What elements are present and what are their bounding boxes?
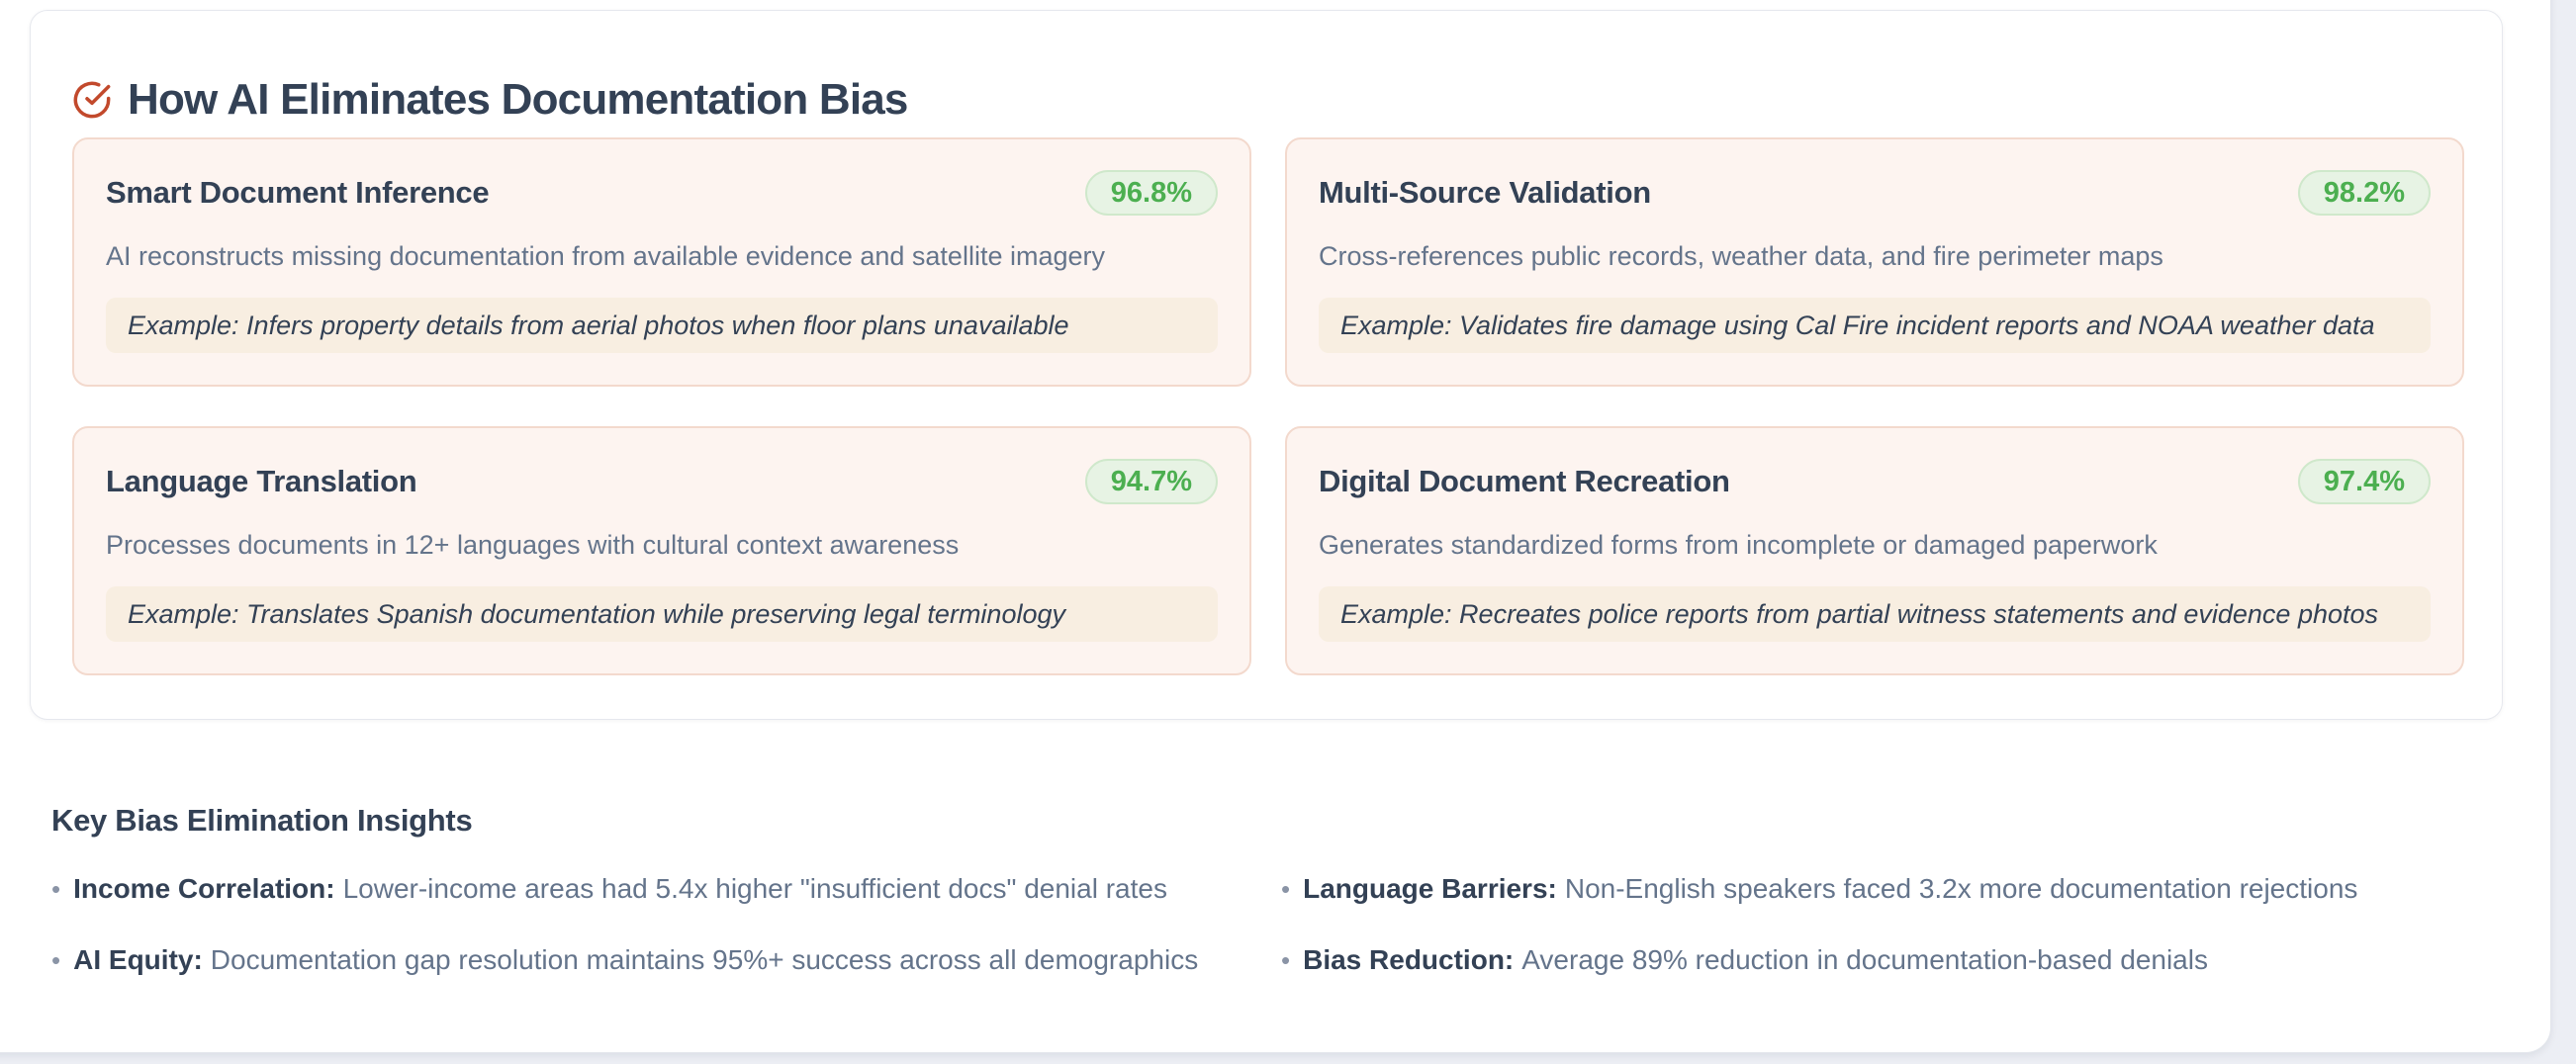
insight-label: AI Equity: xyxy=(73,944,203,975)
example-text: Example: Recreates police reports from p… xyxy=(1340,598,2379,629)
insight-bias-reduction: • Bias Reduction: Average 89% reduction … xyxy=(1281,943,2475,977)
insight-ai-equity: • AI Equity: Documentation gap resolutio… xyxy=(51,943,1281,977)
insight-text: Documentation gap resolution maintains 9… xyxy=(210,944,1199,975)
accuracy-badge: 94.7% xyxy=(1084,459,1218,504)
capability-card-digital-document-recreation: Digital Document Recreation 97.4% Genera… xyxy=(1285,426,2464,675)
example-box: Example: Recreates police reports from p… xyxy=(1319,586,2431,642)
check-circle-icon xyxy=(72,80,112,120)
example-text: Example: Validates fire damage using Cal… xyxy=(1340,310,2375,340)
card-header-row: Digital Document Recreation 97.4% xyxy=(1319,458,2431,505)
capability-card-multi-source-validation: Multi-Source Validation 98.2% Cross-refe… xyxy=(1285,137,2464,387)
panel-title: How AI Eliminates Documentation Bias xyxy=(128,74,908,124)
card-header-row: Smart Document Inference 96.8% xyxy=(106,169,1218,217)
insight-label: Bias Reduction: xyxy=(1303,944,1515,975)
card-description: Cross-references public records, weather… xyxy=(1319,241,2163,271)
insight-label: Language Barriers: xyxy=(1303,873,1557,904)
accuracy-badge: 96.8% xyxy=(1084,170,1218,216)
example-box: Example: Validates fire damage using Cal… xyxy=(1319,298,2431,353)
card-header-row: Multi-Source Validation 98.2% xyxy=(1319,169,2431,217)
insight-label: Income Correlation: xyxy=(73,873,335,904)
capability-card-language-translation: Language Translation 94.7% Processes doc… xyxy=(72,426,1251,675)
bullet-icon: • xyxy=(51,945,61,975)
card-description: Generates standardized forms from incomp… xyxy=(1319,530,2158,560)
example-text: Example: Translates Spanish documentatio… xyxy=(128,598,1065,629)
accuracy-badge: 98.2% xyxy=(2297,170,2431,216)
panel-header: How AI Eliminates Documentation Bias xyxy=(72,39,908,160)
insight-income-correlation: • Income Correlation: Lower-income areas… xyxy=(51,872,1281,906)
card-description: Processes documents in 12+ languages wit… xyxy=(106,530,960,560)
insight-text: Lower-income areas had 5.4x higher "insu… xyxy=(342,873,1167,904)
bias-elimination-panel: How AI Eliminates Documentation Bias Sma… xyxy=(30,10,2503,720)
insights-grid: • Income Correlation: Lower-income areas… xyxy=(51,872,2475,977)
insights-section: Key Bias Elimination Insights • Income C… xyxy=(51,803,2475,977)
capability-cards-grid: Smart Document Inference 96.8% AI recons… xyxy=(72,137,2464,675)
bullet-icon: • xyxy=(51,874,61,904)
insights-title: Key Bias Elimination Insights xyxy=(51,803,473,838)
bullet-icon: • xyxy=(1281,945,1291,975)
bullet-icon: • xyxy=(1281,874,1291,904)
card-title: Multi-Source Validation xyxy=(1319,175,1651,210)
example-box: Example: Translates Spanish documentatio… xyxy=(106,586,1218,642)
insight-text: Average 89% reduction in documentation-b… xyxy=(1521,944,2208,975)
example-box: Example: Infers property details from ae… xyxy=(106,298,1218,353)
example-text: Example: Infers property details from ae… xyxy=(128,310,1069,340)
card-header-row: Language Translation 94.7% xyxy=(106,458,1218,505)
card-title: Digital Document Recreation xyxy=(1319,464,1730,498)
accuracy-badge: 97.4% xyxy=(2297,459,2431,504)
capability-card-smart-document-inference: Smart Document Inference 96.8% AI recons… xyxy=(72,137,1251,387)
card-title: Smart Document Inference xyxy=(106,175,490,210)
card-title: Language Translation xyxy=(106,464,417,498)
insight-language-barriers: • Language Barriers: Non-English speaker… xyxy=(1281,872,2475,906)
insight-text: Non-English speakers faced 3.2x more doc… xyxy=(1564,873,2358,904)
card-description: AI reconstructs missing documentation fr… xyxy=(106,241,1105,271)
